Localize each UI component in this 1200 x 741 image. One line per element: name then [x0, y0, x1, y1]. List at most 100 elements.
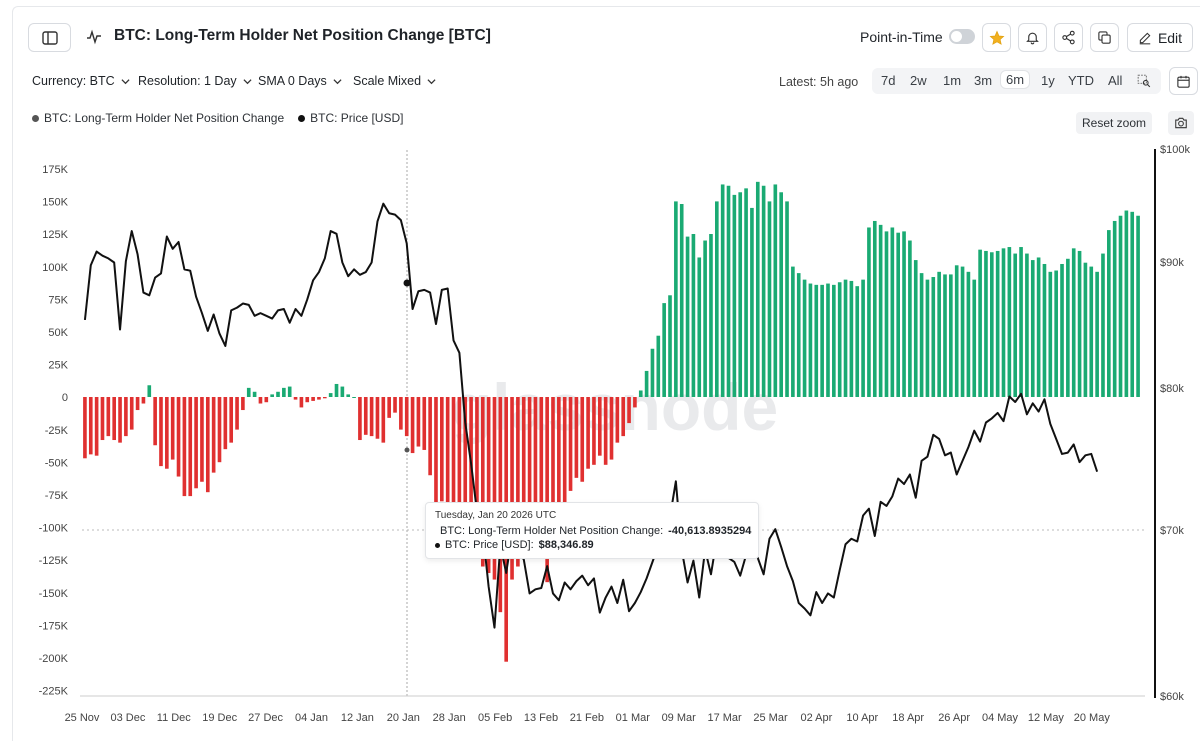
net-position-bar[interactable]	[902, 231, 906, 397]
net-position-bar[interactable]	[410, 397, 415, 454]
net-position-bar[interactable]	[691, 234, 696, 397]
net-position-bar[interactable]	[843, 279, 848, 397]
point-in-time-toggle[interactable]	[949, 29, 975, 44]
net-position-bar[interactable]	[1118, 215, 1123, 397]
net-position-bar[interactable]	[299, 397, 304, 408]
net-position-bar[interactable]	[282, 387, 286, 397]
net-position-bar[interactable]	[744, 188, 748, 397]
net-position-bar[interactable]	[785, 201, 789, 397]
net-position-bar[interactable]	[311, 397, 315, 401]
net-position-bar[interactable]	[633, 397, 637, 408]
share-button[interactable]	[1054, 23, 1083, 52]
zoom-select-icon[interactable]	[1137, 74, 1151, 88]
net-position-bar[interactable]	[317, 397, 321, 400]
net-position-bar[interactable]	[200, 397, 204, 482]
net-position-bar[interactable]	[562, 397, 567, 504]
net-position-bar[interactable]	[791, 266, 795, 397]
net-position-bar[interactable]	[884, 231, 889, 397]
net-position-bar[interactable]	[118, 397, 122, 443]
legend-item-price[interactable]: BTC: Price [USD]	[298, 111, 403, 125]
net-position-bar[interactable]	[527, 397, 532, 508]
net-position-bar[interactable]	[106, 397, 111, 437]
net-position-bar[interactable]	[1001, 248, 1006, 397]
net-position-bar[interactable]	[276, 391, 280, 397]
net-position-bar[interactable]	[867, 227, 871, 397]
net-position-bar[interactable]	[434, 397, 438, 504]
net-position-bar[interactable]	[832, 284, 836, 397]
net-position-bar[interactable]	[597, 397, 602, 456]
net-position-bar[interactable]	[1124, 210, 1129, 397]
net-position-bar[interactable]	[1071, 248, 1076, 397]
net-position-bar[interactable]	[399, 397, 403, 430]
net-position-bar[interactable]	[726, 185, 731, 397]
net-position-bar[interactable]	[995, 250, 1000, 397]
net-position-bar[interactable]	[1095, 271, 1099, 397]
range-1m[interactable]: 1m	[943, 73, 962, 88]
net-position-bar[interactable]	[533, 397, 538, 547]
net-position-bar[interactable]	[176, 397, 181, 477]
net-position-bar[interactable]	[545, 397, 549, 583]
net-position-bar[interactable]	[715, 201, 719, 397]
net-position-bar[interactable]	[978, 249, 982, 397]
net-position-bar[interactable]	[194, 397, 198, 489]
net-position-bar[interactable]	[580, 397, 585, 482]
resolution-dropdown[interactable]: Resolution: 1 Day	[138, 74, 252, 88]
net-position-bar[interactable]	[252, 391, 257, 397]
net-position-bar[interactable]	[1136, 215, 1140, 397]
net-position-bar[interactable]	[685, 236, 690, 397]
net-position-bar[interactable]	[375, 397, 380, 439]
net-position-bar[interactable]	[445, 397, 450, 507]
net-position-bar[interactable]	[925, 279, 930, 397]
net-position-bar[interactable]	[674, 201, 678, 397]
net-position-bar[interactable]	[837, 282, 842, 397]
net-position-bar[interactable]	[761, 185, 766, 397]
net-position-bar[interactable]	[551, 397, 555, 551]
net-position-bar[interactable]	[849, 280, 854, 397]
net-position-bar[interactable]	[235, 397, 239, 430]
net-position-bar[interactable]	[346, 394, 351, 397]
net-position-bar[interactable]	[182, 397, 187, 497]
net-position-bar[interactable]	[937, 271, 941, 397]
net-position-bar[interactable]	[773, 184, 778, 397]
net-position-bar[interactable]	[603, 397, 608, 465]
screenshot-button[interactable]	[1168, 111, 1194, 135]
net-position-bar[interactable]	[1083, 262, 1088, 397]
net-position-bar[interactable]	[703, 240, 707, 397]
net-position-bar[interactable]	[890, 227, 895, 397]
edit-button[interactable]: Edit	[1127, 23, 1193, 52]
net-position-bar[interactable]	[305, 397, 310, 403]
net-position-bar[interactable]	[732, 194, 737, 397]
net-position-bar[interactable]	[972, 279, 977, 397]
net-position-bar[interactable]	[83, 397, 87, 459]
net-position-bar[interactable]	[159, 397, 163, 467]
net-position-bar[interactable]	[697, 257, 702, 397]
currency-dropdown[interactable]: Currency: BTC	[32, 74, 130, 88]
net-position-bar[interactable]	[521, 397, 526, 547]
net-position-bar[interactable]	[1036, 257, 1041, 397]
net-position-bar[interactable]	[755, 181, 760, 397]
net-position-bar[interactable]	[720, 184, 725, 397]
net-position-bar[interactable]	[358, 397, 362, 441]
net-position-bar[interactable]	[492, 397, 497, 580]
net-position-bar[interactable]	[808, 283, 813, 397]
net-position-bar[interactable]	[568, 397, 573, 491]
net-position-bar[interactable]	[609, 397, 614, 460]
net-position-bar[interactable]	[381, 397, 386, 443]
net-position-bar[interactable]	[1042, 263, 1047, 397]
net-position-bar[interactable]	[404, 397, 409, 437]
net-position-bar[interactable]	[287, 386, 292, 397]
net-position-bar[interactable]	[872, 220, 877, 397]
net-position-bar[interactable]	[416, 397, 421, 447]
net-position-bar[interactable]	[205, 397, 210, 493]
net-position-bar[interactable]	[88, 397, 93, 455]
net-position-bar[interactable]	[1066, 258, 1070, 397]
net-position-bar[interactable]	[1107, 230, 1111, 397]
net-position-bar[interactable]	[352, 397, 356, 398]
net-position-bar[interactable]	[1101, 253, 1105, 397]
price-line[interactable]	[83, 202, 1099, 629]
net-position-bar[interactable]	[796, 273, 801, 397]
net-position-bar[interactable]	[1013, 253, 1018, 397]
range-1y[interactable]: 1y	[1041, 73, 1055, 88]
net-position-bar[interactable]	[223, 397, 228, 450]
net-position-bar[interactable]	[387, 397, 391, 418]
